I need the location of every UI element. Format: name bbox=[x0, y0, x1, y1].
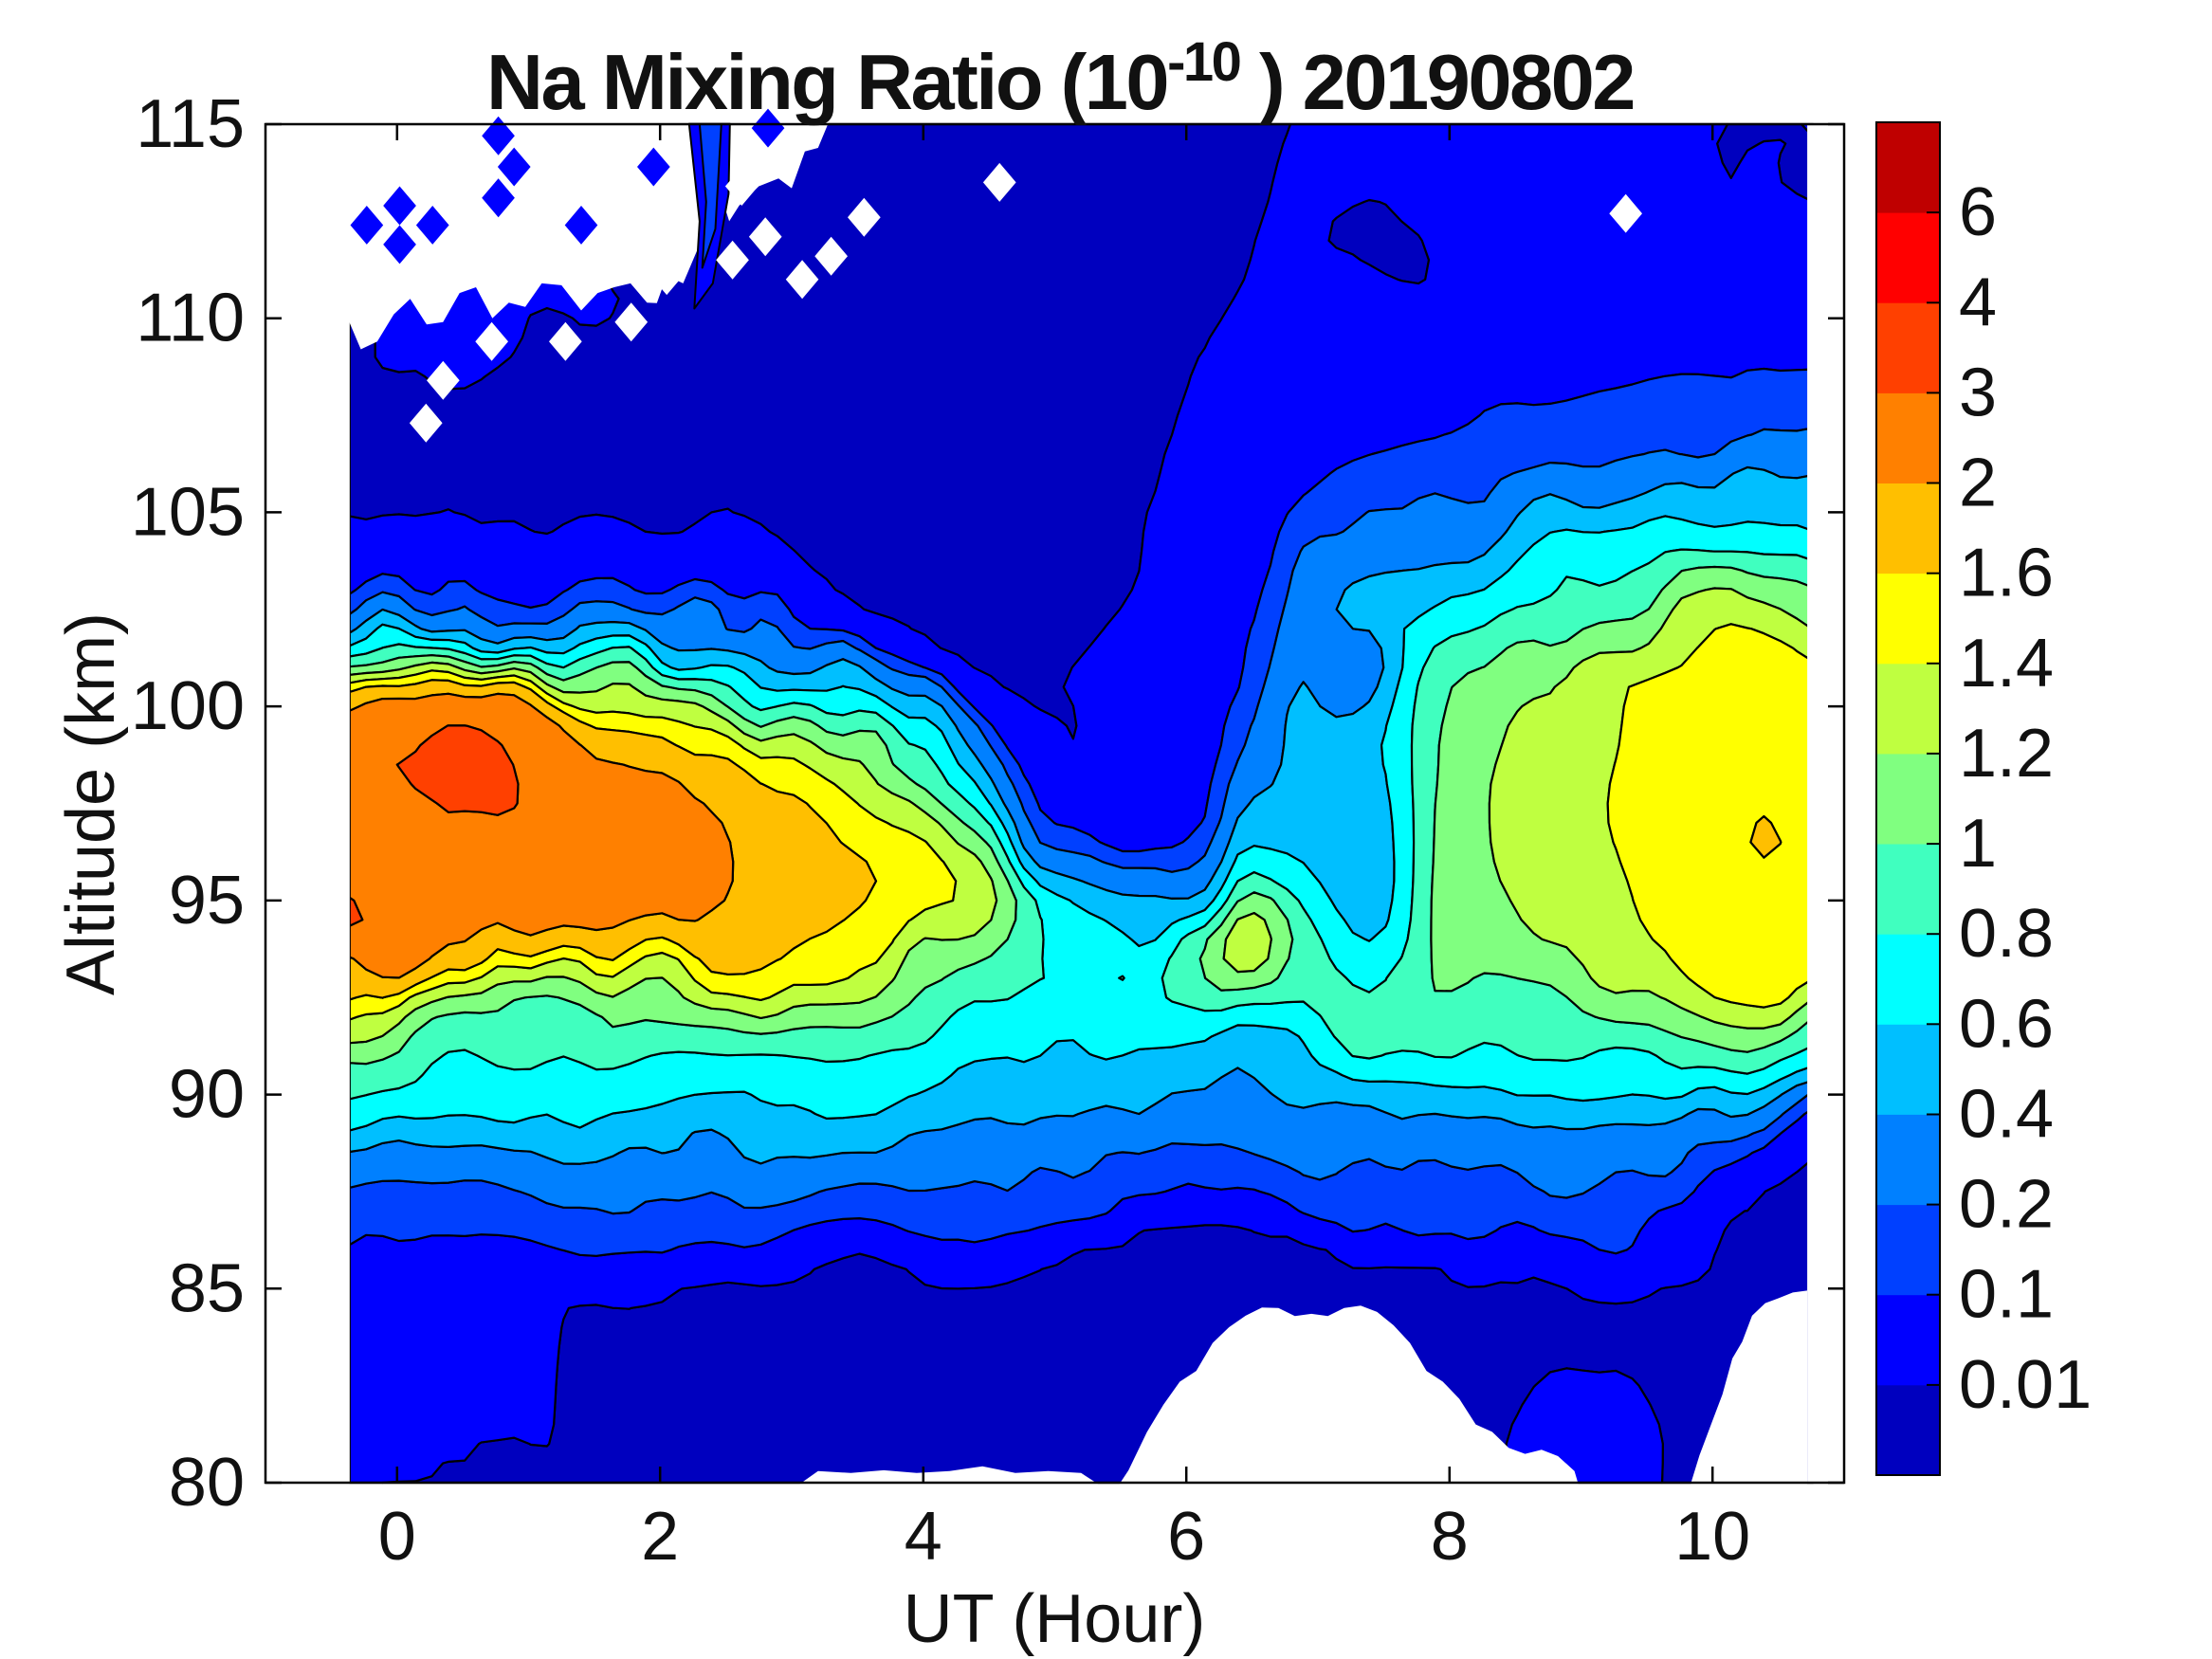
svg-text:110: 110 bbox=[136, 281, 245, 356]
svg-text:90: 90 bbox=[169, 1057, 245, 1133]
svg-text:0.8: 0.8 bbox=[1959, 896, 2054, 972]
svg-text:2: 2 bbox=[641, 1499, 679, 1575]
svg-text:0.4: 0.4 bbox=[1959, 1077, 2054, 1153]
svg-text:Na Mixing Ratio (10-10 ) 20190: Na Mixing Ratio (10-10 ) 20190802 bbox=[486, 31, 1634, 126]
svg-text:0.2: 0.2 bbox=[1959, 1167, 2054, 1243]
svg-text:10: 10 bbox=[1674, 1499, 1750, 1575]
svg-text:6: 6 bbox=[1167, 1499, 1205, 1575]
svg-text:80: 80 bbox=[169, 1445, 245, 1521]
svg-text:0: 0 bbox=[378, 1499, 416, 1575]
svg-text:6: 6 bbox=[1959, 174, 1997, 250]
svg-text:0.01: 0.01 bbox=[1959, 1347, 2092, 1423]
svg-text:0.1: 0.1 bbox=[1959, 1257, 2054, 1333]
svg-text:95: 95 bbox=[169, 863, 245, 939]
svg-text:115: 115 bbox=[136, 86, 245, 162]
svg-text:100: 100 bbox=[131, 668, 245, 744]
svg-text:UT (Hour): UT (Hour) bbox=[904, 1581, 1206, 1657]
svg-text:8: 8 bbox=[1431, 1499, 1469, 1575]
svg-text:1: 1 bbox=[1959, 806, 1997, 882]
svg-text:1.4: 1.4 bbox=[1959, 626, 2054, 702]
svg-text:1.6: 1.6 bbox=[1959, 536, 2054, 611]
svg-text:4: 4 bbox=[905, 1499, 942, 1575]
svg-text:Altitude (km): Altitude (km) bbox=[53, 612, 129, 995]
svg-text:4: 4 bbox=[1959, 264, 1997, 340]
svg-text:2: 2 bbox=[1959, 446, 1997, 521]
svg-text:3: 3 bbox=[1959, 355, 1997, 430]
svg-text:1.2: 1.2 bbox=[1959, 716, 2054, 792]
svg-text:0.6: 0.6 bbox=[1959, 986, 2054, 1062]
svg-text:105: 105 bbox=[131, 474, 245, 550]
svg-text:85: 85 bbox=[169, 1250, 245, 1326]
